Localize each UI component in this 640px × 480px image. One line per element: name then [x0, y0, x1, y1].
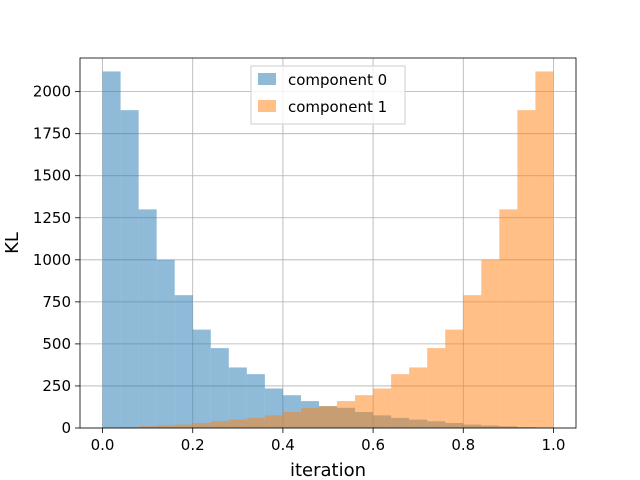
bar-component-1-bin-7 [228, 419, 247, 428]
bar-component-1-bin-22 [499, 209, 518, 428]
x-tick-label-2: 0.4 [271, 436, 295, 454]
y-tick-label-0: 0 [61, 419, 71, 437]
plot-frame [79, 57, 577, 429]
bar-component-0-bin-1 [120, 110, 139, 429]
x-tick-label-3: 0.6 [361, 436, 385, 454]
legend-swatch-component-0 [258, 73, 276, 85]
bar-component-1-bin-15 [373, 388, 392, 428]
bar-component-1-bin-24 [535, 71, 554, 429]
x-tick-label-0: 0.0 [91, 436, 115, 454]
bar-component-1-bin-18 [427, 348, 446, 428]
y-tick-label-4: 1000 [33, 251, 71, 269]
x-tick-label-4: 0.8 [451, 436, 475, 454]
bar-component-1-bin-16 [391, 374, 410, 428]
y-tick-label-1: 250 [42, 377, 71, 395]
bar-component-0-bin-3 [156, 259, 175, 428]
y-tick-label-5: 1250 [33, 209, 71, 227]
bar-component-1-bin-19 [445, 329, 464, 428]
y-tick-label-6: 1500 [33, 167, 71, 185]
bar-component-1-bin-5 [192, 422, 211, 428]
y-tick-label-8: 2000 [33, 83, 71, 101]
y-tick-label-7: 1750 [33, 125, 71, 143]
bar-component-1-bin-14 [355, 395, 374, 428]
bar-component-1-bin-23 [517, 110, 536, 429]
x-tick-label-1: 0.2 [181, 436, 205, 454]
bar-component-1-bin-8 [246, 417, 265, 428]
legend-label-component-1: component 1 [288, 98, 387, 116]
y-axis-label: KL [2, 232, 23, 254]
legend-swatch-component-1 [258, 100, 276, 112]
y-tick-label-2: 500 [42, 335, 71, 353]
x-tick-label-5: 1.0 [542, 436, 566, 454]
legend: component 0 component 1 [250, 65, 406, 125]
bar-component-0-bin-0 [102, 71, 121, 429]
y-tick-label-3: 750 [42, 293, 71, 311]
bar-component-0-bin-6 [210, 348, 229, 428]
bar-component-0-bin-2 [138, 209, 157, 428]
tick-labels: 0.0 0.2 0.4 0.6 0.8 1.0 0 250 500 750 1000 1250 1500… [33, 83, 566, 454]
bar-component-1-bin-4 [174, 424, 193, 428]
axes [79, 57, 577, 429]
legend-label-component-0: component 0 [288, 71, 387, 89]
bar-component-0-bin-4 [174, 295, 193, 428]
bar-component-1-bin-17 [409, 367, 428, 428]
bar-component-1-bin-13 [337, 401, 356, 428]
histogram-bars [102, 71, 554, 429]
bar-component-1-bin-6 [210, 421, 229, 428]
legend-frame [250, 65, 406, 125]
bar-component-1-bin-12 [318, 406, 338, 428]
x-axis-label: iteration [290, 460, 366, 480]
bar-component-1-bin-20 [463, 295, 482, 428]
bar-component-1-bin-9 [264, 415, 283, 428]
bar-component-0-bin-8 [246, 374, 265, 428]
bar-component-1-bin-21 [481, 259, 500, 428]
bar-component-1-bin-2 [138, 426, 157, 428]
bar-component-1-bin-3 [156, 425, 175, 428]
bar-component-1-bin-11 [300, 407, 319, 428]
bar-component-1-bin-10 [282, 412, 301, 428]
bar-component-1-bin-1 [120, 427, 139, 428]
bar-component-0-bin-5 [192, 329, 211, 428]
bar-component-0-bin-7 [228, 367, 247, 428]
